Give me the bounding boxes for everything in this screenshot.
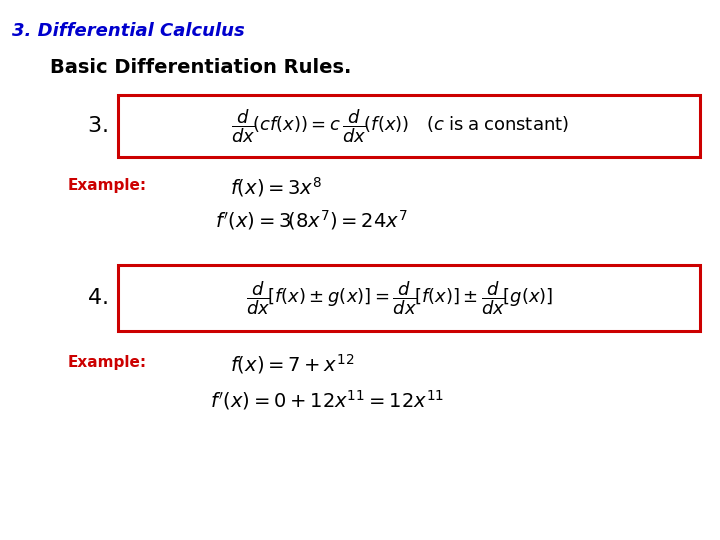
Text: Example:: Example: [68, 355, 147, 370]
Text: $3.$: $3.$ [87, 116, 108, 136]
Text: $\dfrac{d}{dx}\!\left(cf(x)\right)=c\,\dfrac{d}{dx}\!\left(f(x)\right)\quad\left: $\dfrac{d}{dx}\!\left(cf(x)\right)=c\,\d… [231, 107, 569, 145]
Text: $f'(x)=0+12x^{11}=12x^{11}$: $f'(x)=0+12x^{11}=12x^{11}$ [210, 388, 444, 412]
Text: 3. Differential Calculus: 3. Differential Calculus [12, 22, 245, 40]
Text: $\dfrac{d}{dx}\!\left[f(x)\pm g(x)\right]=\dfrac{d}{dx}\!\left[f(x)\right]\pm\df: $\dfrac{d}{dx}\!\left[f(x)\pm g(x)\right… [246, 279, 554, 317]
Text: Example:: Example: [68, 178, 147, 193]
Text: $f'(x)=3\!\left(8x^{7}\right)=24x^{7}$: $f'(x)=3\!\left(8x^{7}\right)=24x^{7}$ [215, 208, 408, 232]
FancyBboxPatch shape [118, 265, 700, 331]
FancyBboxPatch shape [118, 95, 700, 157]
Text: $4.$: $4.$ [87, 288, 108, 308]
Text: $f(x)=7+x^{12}$: $f(x)=7+x^{12}$ [230, 352, 354, 376]
Text: Basic Differentiation Rules.: Basic Differentiation Rules. [50, 58, 351, 77]
Text: $f(x)=3x^{8}$: $f(x)=3x^{8}$ [230, 175, 322, 199]
